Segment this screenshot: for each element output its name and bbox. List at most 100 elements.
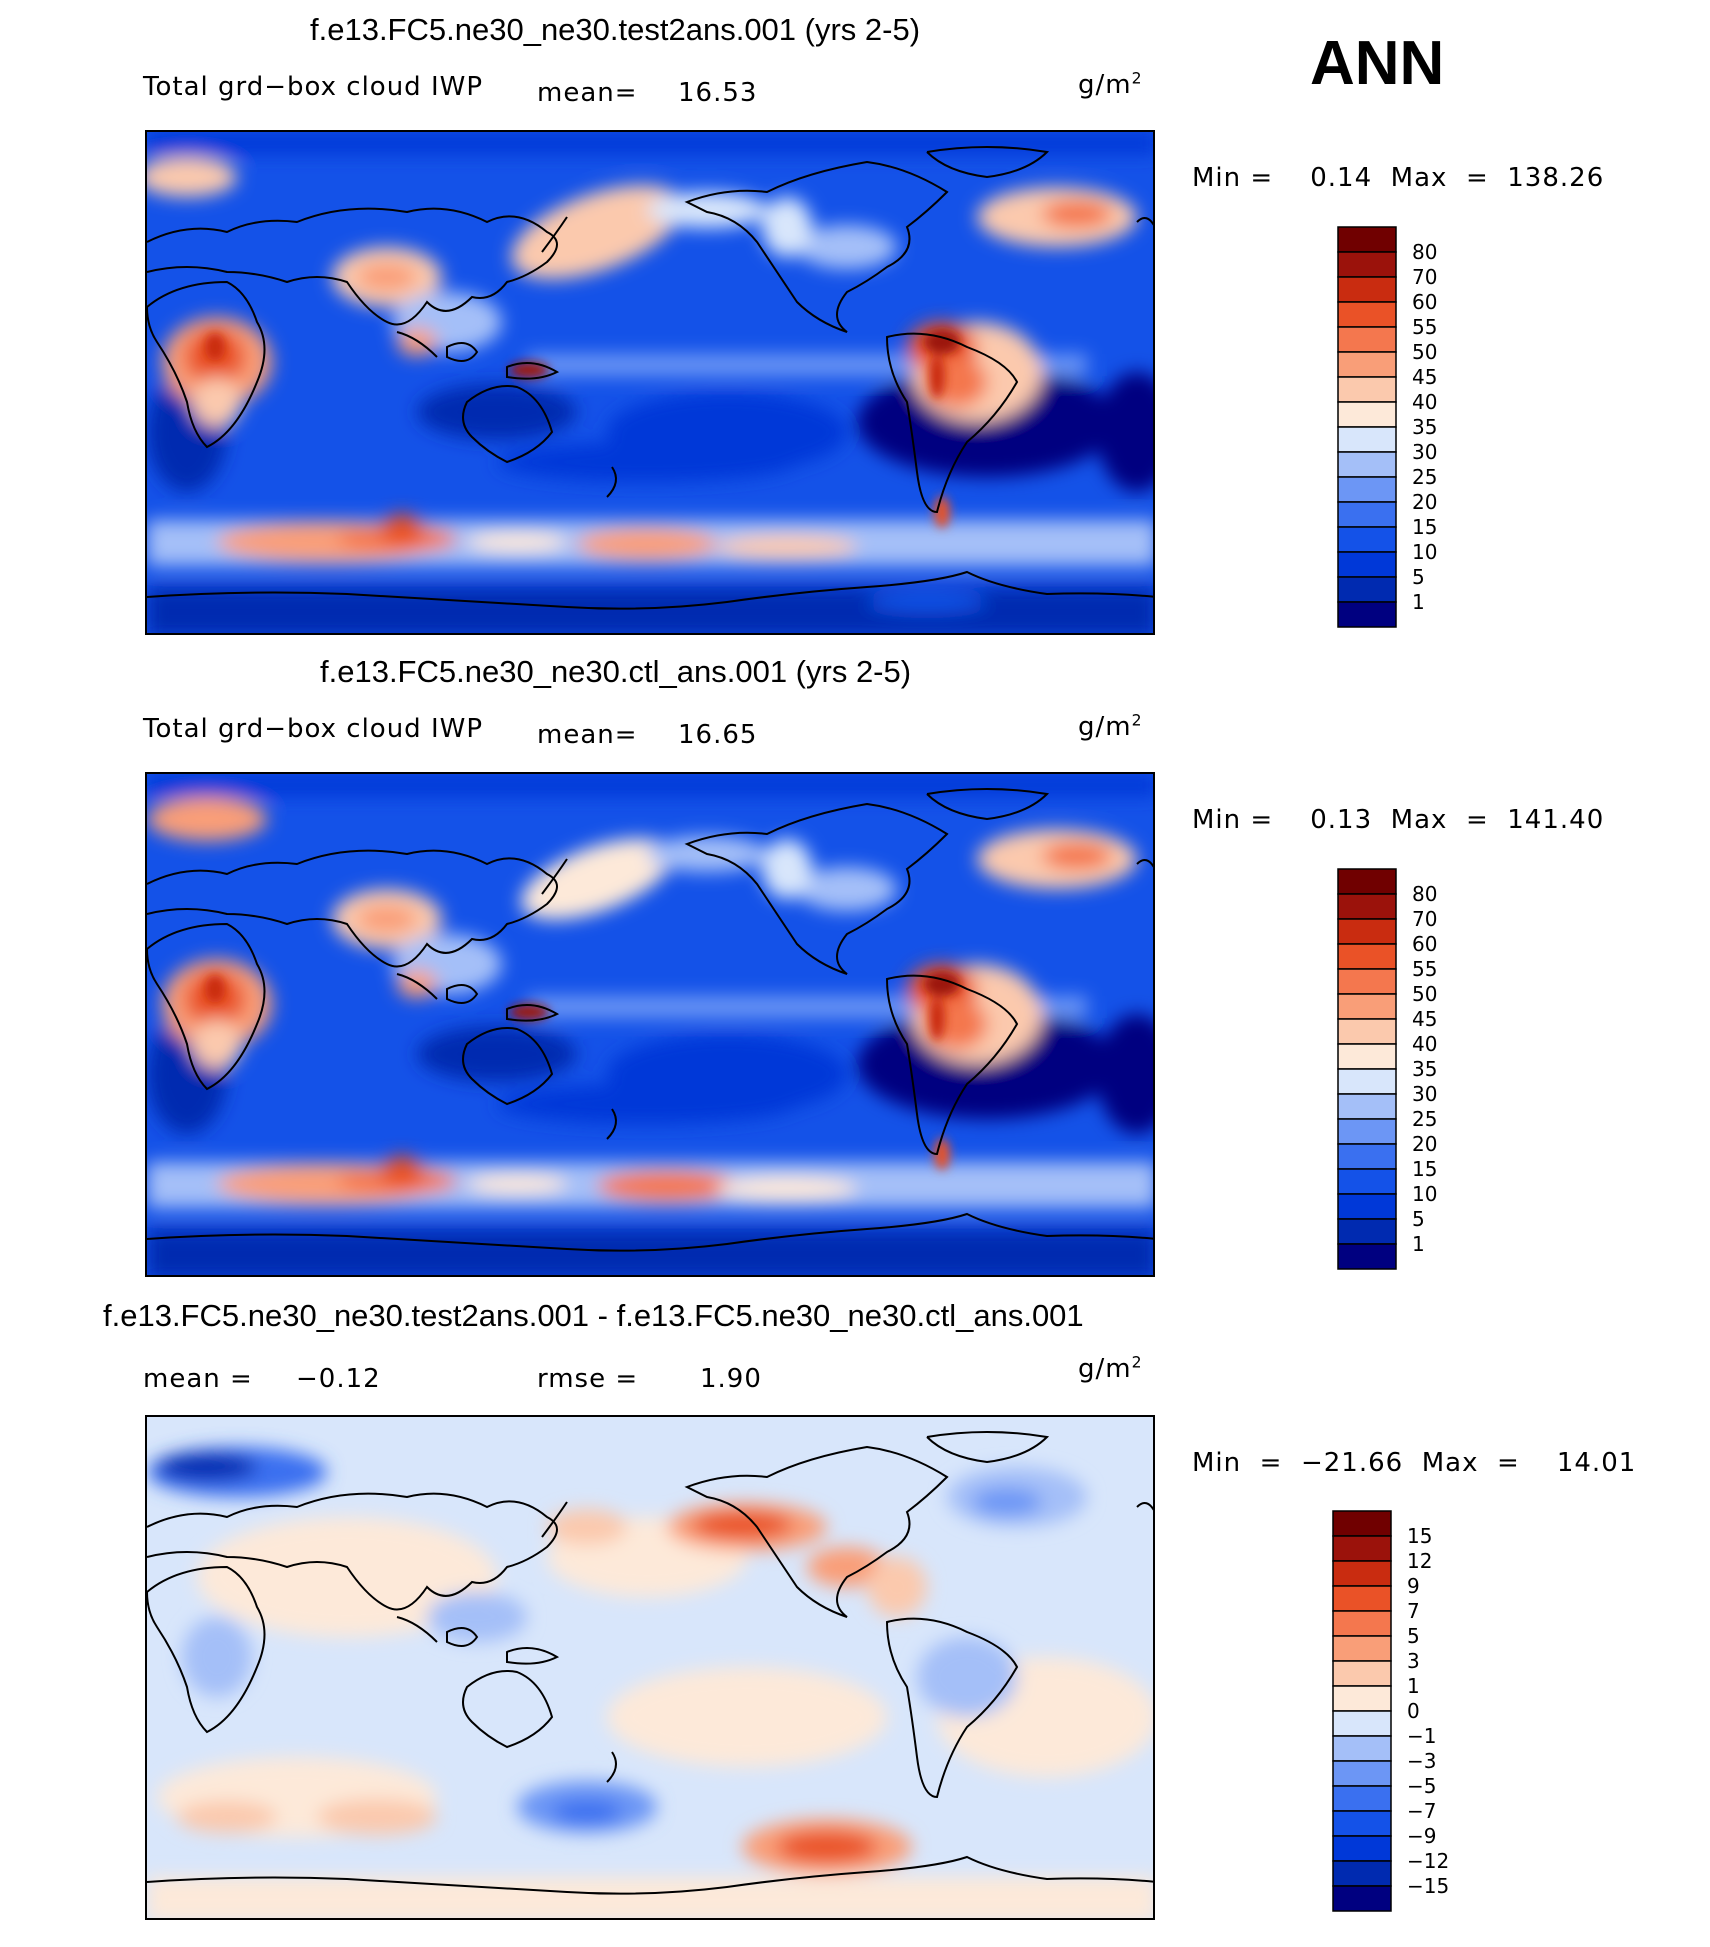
coastlines [147,146,1153,610]
colorbar-box [1332,1785,1392,1812]
units-text: g/m [1078,712,1132,742]
coastlines [147,788,1153,1252]
colorbar-tick-label: −9 [1407,1824,1436,1848]
colorbar-box [1337,276,1397,303]
colorbar-tick-label: 70 [1412,265,1437,289]
colorbar-box [1337,526,1397,553]
colorbar-box [1337,451,1397,478]
panel2-title: f.e13.FC5.ne30_ne30.ctl_ans.001 (yrs 2-5… [320,654,912,689]
colorbar-tick-label: 1 [1412,1232,1425,1256]
panel1-title: f.e13.FC5.ne30_ne30.test2ans.001 (yrs 2-… [310,12,921,47]
panel2-variable: Total grd−box cloud IWP [143,714,484,744]
panel3-map [145,1415,1155,1920]
units-text: g/m [1078,1354,1132,1384]
colorbar-tick-label: 1 [1407,1674,1420,1698]
colorbar-tick-label: 60 [1412,932,1437,956]
colorbar-tick-label: 25 [1412,1107,1437,1131]
units-exponent: 2 [1131,711,1143,730]
colorbar-tick-label: 20 [1412,1132,1437,1156]
colorbar-box [1332,1560,1392,1587]
panel3-range: Min = −21.66 Max = 14.01 [1192,1448,1637,1478]
colorbar-box [1337,401,1397,428]
colorbar-box [1332,1510,1392,1537]
colorbar-box [1332,1585,1392,1612]
colorbar-box [1337,426,1397,453]
colorbar-tick-label: 25 [1412,465,1437,489]
colorbar-box [1337,501,1397,528]
colorbar-tick-label: 40 [1412,1032,1437,1056]
colorbar-tick-label: 15 [1407,1524,1432,1548]
colorbar-tick-label: 45 [1412,1007,1437,1031]
colorbar-box [1337,301,1397,328]
panel2-range: Min = 0.13 Max = 141.40 [1192,805,1605,835]
panel2-mean-value: 16.65 [678,720,758,750]
colorbar-box [1332,1635,1392,1662]
panel3-title: f.e13.FC5.ne30_ne30.test2ans.001 - f.e13… [103,1298,1084,1333]
colorbar-box [1337,1168,1397,1195]
panel3-rmse-label: rmse = [537,1364,639,1394]
units-exponent: 2 [1131,1353,1143,1372]
colorbar-tick-label: −3 [1407,1749,1436,1773]
colorbar-box [1337,476,1397,503]
colorbar-box [1337,251,1397,278]
colorbar-box [1337,351,1397,378]
colorbar-tick-label: 10 [1412,1182,1437,1206]
colorbar-box [1337,1193,1397,1220]
colorbar-box [1337,1018,1397,1045]
panel2-mean-label: mean= [537,720,638,750]
colorbar-tick-label: 55 [1412,957,1437,981]
colorbar-tick-label: 80 [1412,240,1437,264]
colorbar-tick-label: 10 [1412,540,1437,564]
units-exponent: 2 [1131,69,1143,88]
colorbar-tick-label: −7 [1407,1799,1436,1823]
colorbar-tick-label: 30 [1412,1082,1437,1106]
colorbar-box [1332,1860,1392,1887]
panel1-mean-label: mean= [537,78,638,108]
colorbar-tick-label: 70 [1412,907,1437,931]
panel2-units: g/m2 [1078,712,1143,742]
colorbar-box [1332,1810,1392,1837]
colorbar-box [1332,1710,1392,1737]
colorbar-tick-label: 1 [1412,590,1425,614]
colorbar-box [1337,1068,1397,1095]
colorbar-box [1332,1885,1392,1912]
panel3-mean-label: mean = [143,1364,253,1394]
season-label: ANN [1310,29,1445,98]
colorbar-tick-label: 7 [1407,1599,1420,1623]
colorbar-box [1337,226,1397,253]
panel1-variable: Total grd−box cloud IWP [143,72,484,102]
colorbar-box [1337,576,1397,603]
colorbar-tick-label: 20 [1412,490,1437,514]
colorbar-tick-label: 3 [1407,1649,1420,1673]
colorbar-tick-label: −15 [1407,1874,1449,1898]
colorbar-tick-label: 50 [1412,340,1437,364]
colorbar-tick-label: 30 [1412,440,1437,464]
colorbar-tick-label: 35 [1412,1057,1437,1081]
colorbar-box [1337,326,1397,353]
colorbar-tick-label: 0 [1407,1699,1420,1723]
colorbar-tick-label: 15 [1412,515,1437,539]
colorbar-box [1337,1143,1397,1170]
panel1-units: g/m2 [1078,70,1143,100]
colorbar-tick-label: 9 [1407,1574,1420,1598]
panel3-mean-value: −0.12 [296,1364,381,1394]
panel2-map [145,772,1155,1277]
colorbar-tick-label: 60 [1412,290,1437,314]
colorbar-tick-label: 55 [1412,315,1437,339]
panel1-map-svg [147,132,1153,633]
colorbar-tick-label: −5 [1407,1774,1436,1798]
colorbar-box [1337,868,1397,895]
panel1-mean-value: 16.53 [678,78,758,108]
colorbar-tick-label: 15 [1412,1157,1437,1181]
colorbar-tick-label: 80 [1412,882,1437,906]
colorbar-box [1337,1218,1397,1245]
colorbar-box [1332,1735,1392,1762]
panel2-map-svg [147,774,1153,1275]
colorbar-tick-label: 5 [1412,1207,1425,1231]
colorbar-box [1337,1043,1397,1070]
colorbar-box [1332,1535,1392,1562]
colorbar-box [1337,993,1397,1020]
colorbar-box [1337,893,1397,920]
